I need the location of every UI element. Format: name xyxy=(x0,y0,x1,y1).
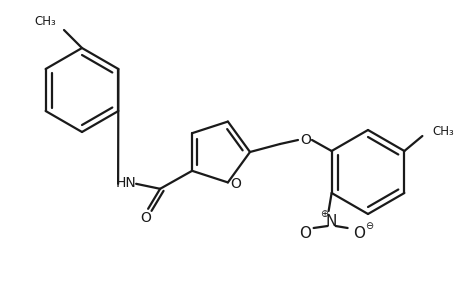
Text: CH₃: CH₃ xyxy=(34,14,56,28)
Text: HN: HN xyxy=(116,176,136,190)
Text: O: O xyxy=(140,211,151,225)
Text: O: O xyxy=(298,226,310,241)
Text: ⊖: ⊖ xyxy=(365,221,373,231)
Text: O: O xyxy=(300,133,311,147)
Text: ⊕: ⊕ xyxy=(320,209,328,219)
Text: N: N xyxy=(325,214,336,229)
Text: O: O xyxy=(230,177,241,191)
Text: CH₃: CH₃ xyxy=(431,124,453,137)
Text: O: O xyxy=(352,226,364,241)
